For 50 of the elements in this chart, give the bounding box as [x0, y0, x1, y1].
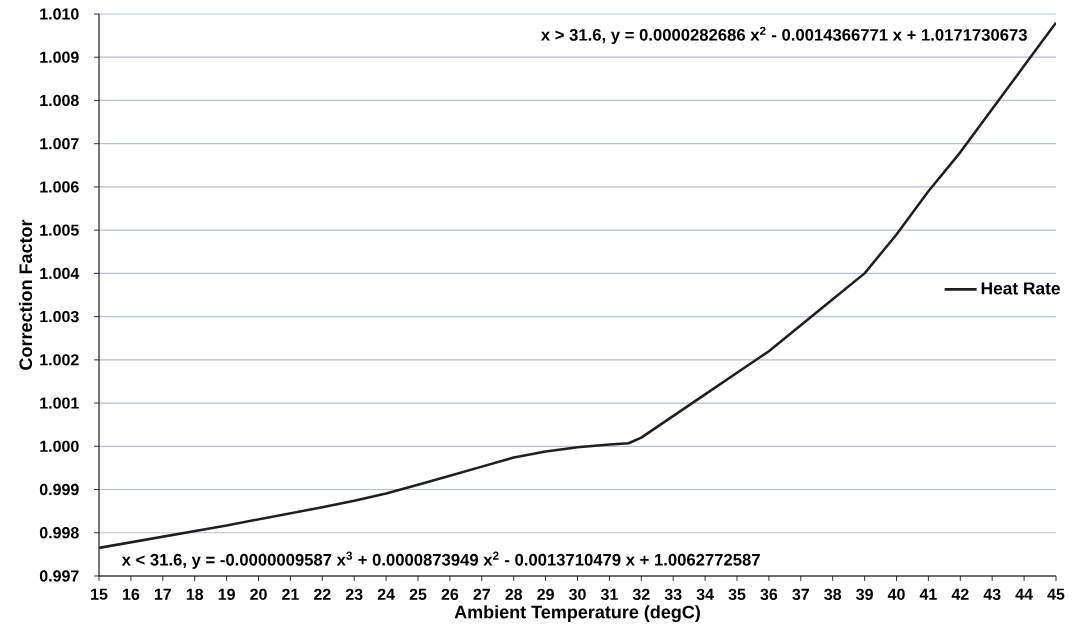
- x-tick-label: 26: [441, 588, 459, 601]
- y-tick-label: 1.009: [40, 51, 79, 63]
- x-tick-label: 15: [91, 588, 108, 600]
- y-tick-label: 1.007: [40, 138, 79, 150]
- x-tick-label: 28: [505, 588, 523, 601]
- x-tick-label: 23: [345, 588, 363, 601]
- x-tick-label: 38: [824, 588, 842, 601]
- y-tick-label: 0.997: [39, 570, 79, 582]
- y-tick-label: 0.998: [39, 527, 79, 539]
- x-tick-label: 19: [218, 588, 235, 601]
- y-tick-label: 1.005: [40, 224, 79, 236]
- x-tick-label: 25: [409, 588, 427, 601]
- annotation: x < 31.6, y = -0.0000009587 x$^{3}$ + 0.0000873949 x$^{2}$ - 0.0013710479 x + 1.0062772587: [121, 551, 760, 569]
- x-tick-label: 37: [792, 588, 809, 601]
- legend-label: Heat Rate: [981, 282, 1060, 295]
- x-tick-label: 33: [664, 588, 682, 601]
- y-tick-label: 1.003: [40, 310, 79, 323]
- x-tick-label: 24: [377, 588, 395, 600]
- x-tick-label: 34: [696, 588, 714, 601]
- y-tick-label: 1.006: [40, 181, 79, 193]
- x-tick-label: 20: [250, 588, 267, 601]
- x-tick-label: 41: [919, 588, 937, 600]
- x-tick-label: 43: [983, 588, 1001, 601]
- x-tick-label: 31: [600, 588, 618, 601]
- x-tick-label: 17: [154, 588, 171, 600]
- y-tick-label: 0.999: [39, 483, 79, 496]
- x-tick-label: 29: [537, 588, 554, 601]
- y-tick-label: 1.008: [40, 94, 79, 107]
- x-tick-label: 18: [186, 588, 204, 601]
- y-tick-label: 1.001: [40, 397, 79, 409]
- x-tick-label: 35: [728, 588, 746, 601]
- annotation: x > 31.6, y = 0.0000282686 x$^{2}$ - 0.0014366771 x + 1.0171730673: [540, 26, 1027, 45]
- x-tick-label: 45: [1047, 588, 1065, 600]
- x-axis-title: Ambient Temperature (degC): [454, 605, 700, 623]
- x-tick-label: 27: [473, 588, 490, 600]
- y-tick-label: 1.010: [40, 8, 79, 20]
- x-tick-label: 36: [760, 588, 778, 601]
- x-tick-label: 44: [1015, 588, 1033, 600]
- x-tick-label: 39: [856, 588, 873, 601]
- y-axis-title: Correction Factor: [18, 219, 33, 370]
- x-tick-label: 32: [632, 588, 650, 601]
- y-tick-label: 1.000: [40, 440, 79, 452]
- x-tick-label: 16: [123, 588, 140, 601]
- x-tick-label: 21: [282, 588, 299, 600]
- y-tick-label: 1.002: [40, 354, 79, 366]
- y-tick-label: 1.004: [40, 267, 80, 280]
- x-tick-label: 30: [568, 588, 586, 601]
- x-tick-label: 42: [951, 588, 969, 600]
- x-tick-label: 40: [887, 588, 905, 601]
- x-tick-label: 22: [313, 588, 331, 600]
